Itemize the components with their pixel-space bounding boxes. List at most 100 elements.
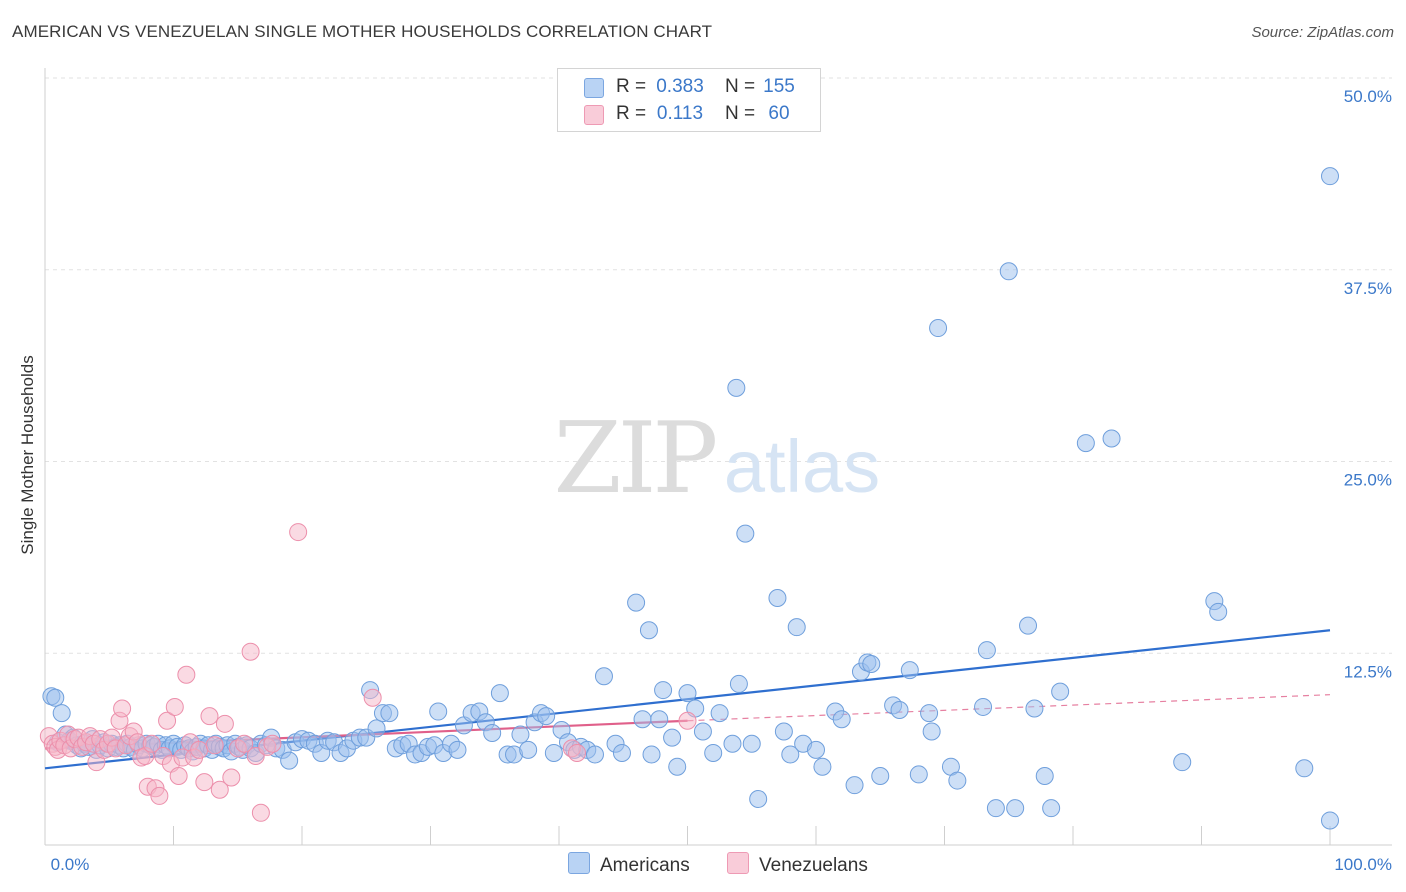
- y-tick-label: 37.5%: [1344, 279, 1392, 298]
- american-point: [511, 725, 530, 744]
- american-point: [807, 740, 825, 759]
- american-point: [1076, 434, 1095, 453]
- venezuelan-point: [289, 523, 308, 542]
- american-point: [639, 621, 658, 640]
- venezuelan-point: [190, 740, 209, 759]
- venezuelan-point: [210, 780, 229, 799]
- legend-n-value: 60: [768, 103, 790, 124]
- american-point: [832, 710, 851, 729]
- stats-legend: R = 0.383 N = 155 R = 0.113 N = 60: [557, 68, 821, 132]
- y-axis-label: Single Mother Households: [18, 355, 37, 555]
- venezuelan-point: [150, 786, 169, 805]
- x-tick-label: 100.0%: [1334, 855, 1392, 874]
- y-tick-label: 50.0%: [1344, 87, 1392, 106]
- american-point: [429, 702, 448, 721]
- american-point: [1173, 753, 1192, 772]
- american-point: [1025, 699, 1044, 718]
- american-point: [1321, 167, 1339, 186]
- data-points: [39, 167, 1339, 830]
- american-point: [633, 710, 652, 729]
- legend-swatch-americans: [584, 78, 604, 98]
- american-point: [585, 745, 604, 764]
- venezuelan-point: [241, 642, 260, 661]
- venezuelan-point: [169, 766, 188, 785]
- watermark-zip: ZIP: [554, 402, 716, 516]
- legend-n-value: 155: [763, 76, 795, 97]
- american-point: [594, 667, 613, 686]
- venezuelan-point: [215, 714, 234, 733]
- y-tick-label: 12.5%: [1344, 662, 1392, 681]
- american-point: [727, 378, 746, 397]
- bottom-legend-americans: Americans: [568, 852, 690, 877]
- venezuelan-point: [251, 803, 270, 822]
- venezuelan-point: [222, 768, 241, 787]
- american-point: [650, 710, 669, 729]
- venezuelan-point: [235, 734, 254, 753]
- american-point: [768, 589, 787, 608]
- american-point: [1019, 616, 1038, 635]
- american-point: [367, 719, 386, 738]
- american-point: [774, 722, 793, 741]
- american-point: [704, 743, 723, 762]
- american-point: [612, 743, 631, 762]
- american-point: [642, 745, 661, 764]
- american-point: [986, 799, 1005, 818]
- american-point: [678, 684, 697, 703]
- american-point: [519, 740, 538, 759]
- bottom-legend-label-venezuelans: Venezuelans: [759, 855, 868, 876]
- american-point: [654, 681, 673, 700]
- american-point: [1295, 759, 1314, 778]
- american-point: [742, 734, 761, 753]
- american-point: [1209, 602, 1228, 621]
- venezuelan-point: [142, 734, 161, 753]
- american-point: [974, 697, 993, 716]
- american-point: [52, 704, 71, 723]
- american-point: [920, 704, 939, 723]
- american-point: [862, 654, 881, 673]
- legend-n-label: N =: [725, 76, 756, 97]
- venezuelan-point: [363, 688, 382, 707]
- american-point: [1042, 799, 1061, 818]
- american-point: [663, 728, 682, 747]
- venezuelan-point: [177, 665, 196, 684]
- axes: [44, 68, 1392, 846]
- american-point: [909, 765, 928, 784]
- american-point: [668, 757, 687, 776]
- american-point: [537, 707, 556, 726]
- legend-r-label: R =: [616, 103, 647, 124]
- grid-lines: [45, 77, 1392, 654]
- venezuelans-trend-extension: [687, 694, 1331, 722]
- american-point: [813, 757, 832, 776]
- american-point: [977, 641, 996, 660]
- american-point: [693, 722, 712, 741]
- american-point: [1321, 811, 1339, 830]
- american-point: [448, 740, 467, 759]
- venezuelan-point: [113, 699, 132, 718]
- venezuelan-point: [205, 736, 224, 755]
- watermark-atlas: atlas: [724, 425, 880, 508]
- legend-r-value: 0.113: [656, 103, 704, 124]
- bottom-legend-venezuelans: Venezuelans: [727, 852, 868, 877]
- legend-n-label: N =: [725, 103, 756, 124]
- american-point: [922, 722, 941, 741]
- american-point: [999, 262, 1018, 281]
- american-point: [544, 743, 563, 762]
- x-tick-label: 0.0%: [51, 855, 90, 874]
- american-point: [627, 593, 646, 612]
- american-point: [723, 734, 742, 753]
- legend-swatch-venezuelans: [584, 105, 604, 125]
- venezuelan-point: [200, 707, 219, 726]
- american-point: [871, 766, 890, 785]
- bottom-legend-swatch-venezuelans: [727, 852, 749, 874]
- legend-r-value: 0.383: [656, 76, 704, 97]
- american-point: [1051, 682, 1070, 701]
- bottom-legend-label-americans: Americans: [600, 855, 690, 876]
- american-point: [1006, 799, 1025, 818]
- american-point: [787, 618, 806, 637]
- legend-row-americans: R = 0.383 N = 155: [558, 74, 820, 100]
- chart-source: Source: ZipAtlas.com: [1251, 24, 1394, 41]
- american-point: [483, 724, 502, 743]
- y-tick-label: 25.0%: [1344, 471, 1392, 490]
- american-point: [736, 524, 755, 543]
